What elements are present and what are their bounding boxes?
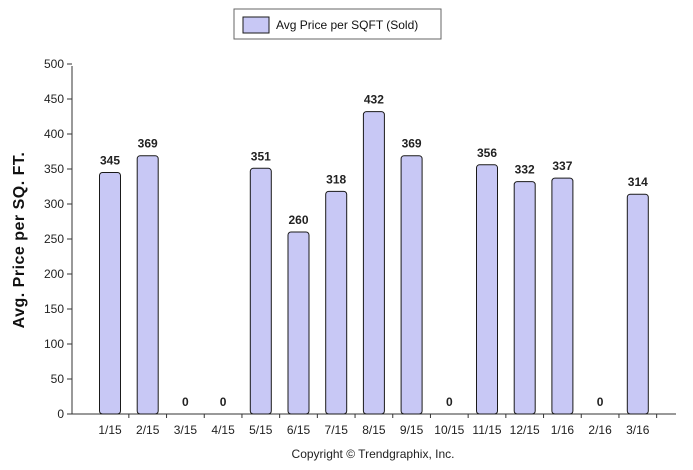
- data-label: 0: [446, 395, 453, 409]
- copyright-text: Copyright © Trendgraphix, Inc.: [292, 447, 455, 461]
- x-tick-label: 12/15: [510, 423, 540, 437]
- data-label: 314: [628, 175, 648, 189]
- x-tick-label: 1/15: [98, 423, 122, 437]
- y-axis-title: Avg. Price per SQ. FT.: [11, 152, 28, 329]
- legend-swatch: [242, 16, 270, 34]
- data-label: 369: [402, 137, 422, 151]
- data-label: 369: [138, 137, 158, 151]
- data-label: 345: [100, 154, 120, 168]
- bar: [400, 155, 423, 415]
- x-tick-label: 10/15: [434, 423, 464, 437]
- x-tick-label: 11/15: [472, 423, 501, 437]
- x-tick-label: 5/15: [249, 423, 273, 437]
- y-tick-label: 0: [57, 407, 64, 421]
- y-tick-label: 100: [44, 337, 64, 351]
- x-tick-label: 9/15: [400, 423, 424, 437]
- x-tick-label: 2/16: [588, 423, 612, 437]
- bar: [99, 172, 121, 415]
- x-axis-ticks: 1/15 2/15 3/15 4/15 5/15 6/15 7/15 8/15 9/15 10/1…: [98, 414, 658, 437]
- bar: [476, 164, 498, 415]
- bar: [551, 177, 574, 415]
- bar: [362, 111, 385, 415]
- y-tick-label: 250: [44, 232, 64, 246]
- x-tick-label: 3/15: [174, 423, 198, 437]
- bar: [513, 181, 536, 415]
- bar: [249, 167, 272, 415]
- data-label: 432: [364, 93, 384, 107]
- data-label: 260: [288, 213, 308, 227]
- data-label: 0: [182, 395, 189, 409]
- y-axis-ticks: 0 50 100 150 200 250 300 350 400 450 500: [44, 57, 72, 421]
- data-label: 337: [552, 159, 572, 173]
- data-label: 332: [515, 163, 535, 177]
- x-tick-label: 6/15: [287, 423, 311, 437]
- y-tick-label: 50: [51, 372, 65, 386]
- bars: [99, 111, 649, 415]
- data-label: 0: [597, 395, 604, 409]
- bar: [626, 193, 649, 415]
- x-tick-label: 1/16: [551, 423, 575, 437]
- x-tick-label: 7/15: [325, 423, 349, 437]
- x-tick-label: 2/15: [136, 423, 160, 437]
- y-tick-label: 400: [44, 127, 64, 141]
- data-label: 351: [251, 149, 271, 163]
- bar: [325, 190, 348, 415]
- data-label: 0: [220, 395, 227, 409]
- data-label: 356: [477, 146, 497, 160]
- x-tick-label: 8/15: [362, 423, 386, 437]
- bar: [287, 231, 310, 415]
- x-tick-label: 3/16: [626, 423, 650, 437]
- x-tick-label: 4/15: [211, 423, 235, 437]
- legend: Avg Price per SQFT (Sold): [233, 8, 442, 40]
- y-tick-label: 300: [44, 197, 64, 211]
- y-tick-label: 450: [44, 92, 64, 106]
- y-tick-label: 200: [44, 267, 64, 281]
- y-tick-label: 350: [44, 162, 64, 176]
- data-label: 318: [326, 172, 346, 186]
- legend-label: Avg Price per SQFT (Sold): [276, 18, 418, 32]
- bar: [136, 155, 159, 415]
- data-labels: 345 369 0 0 351 260 318 432 369 0 356 332 337 0 314: [100, 93, 648, 409]
- y-tick-label: 150: [44, 302, 64, 316]
- y-tick-label: 500: [44, 57, 64, 71]
